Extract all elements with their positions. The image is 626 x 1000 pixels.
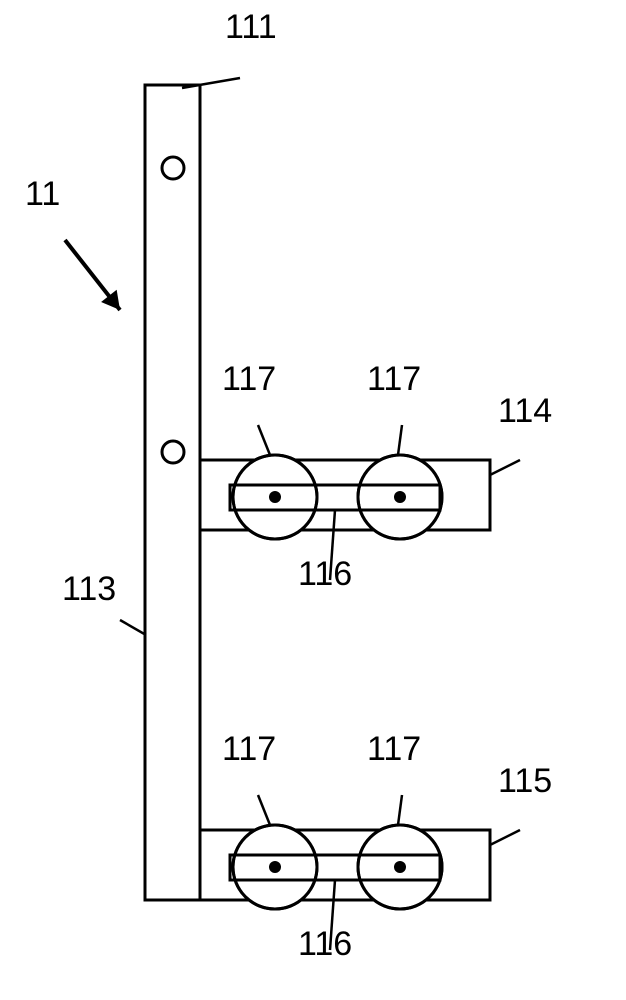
leader-line: [398, 795, 402, 825]
callout-label: 115: [498, 762, 552, 800]
leader-line: [258, 795, 270, 825]
callout-label: 11: [25, 175, 60, 213]
callout-label: 117: [222, 360, 276, 398]
mounting-hole: [162, 441, 184, 463]
callout-label: 111: [225, 8, 277, 46]
callout-label: 114: [498, 392, 552, 430]
leader-line: [182, 78, 240, 88]
leader-line: [120, 620, 146, 635]
callout-label: 117: [367, 730, 421, 768]
center-dot: [269, 861, 281, 873]
center-dot: [394, 861, 406, 873]
leader-line: [398, 425, 402, 455]
callout-label: 117: [367, 360, 421, 398]
leader-line: [258, 425, 270, 455]
callout-label: 116: [298, 555, 352, 593]
technical-diagram: 11111113114115116116117117117117: [0, 0, 626, 1000]
center-dot: [394, 491, 406, 503]
center-dot: [269, 491, 281, 503]
vertical-bar: [145, 85, 200, 900]
callout-label: 113: [62, 570, 116, 608]
callout-label: 116: [298, 925, 352, 963]
mounting-hole: [162, 157, 184, 179]
leader-line: [490, 830, 520, 845]
callout-label: 117: [222, 730, 276, 768]
leader-line: [490, 460, 520, 475]
